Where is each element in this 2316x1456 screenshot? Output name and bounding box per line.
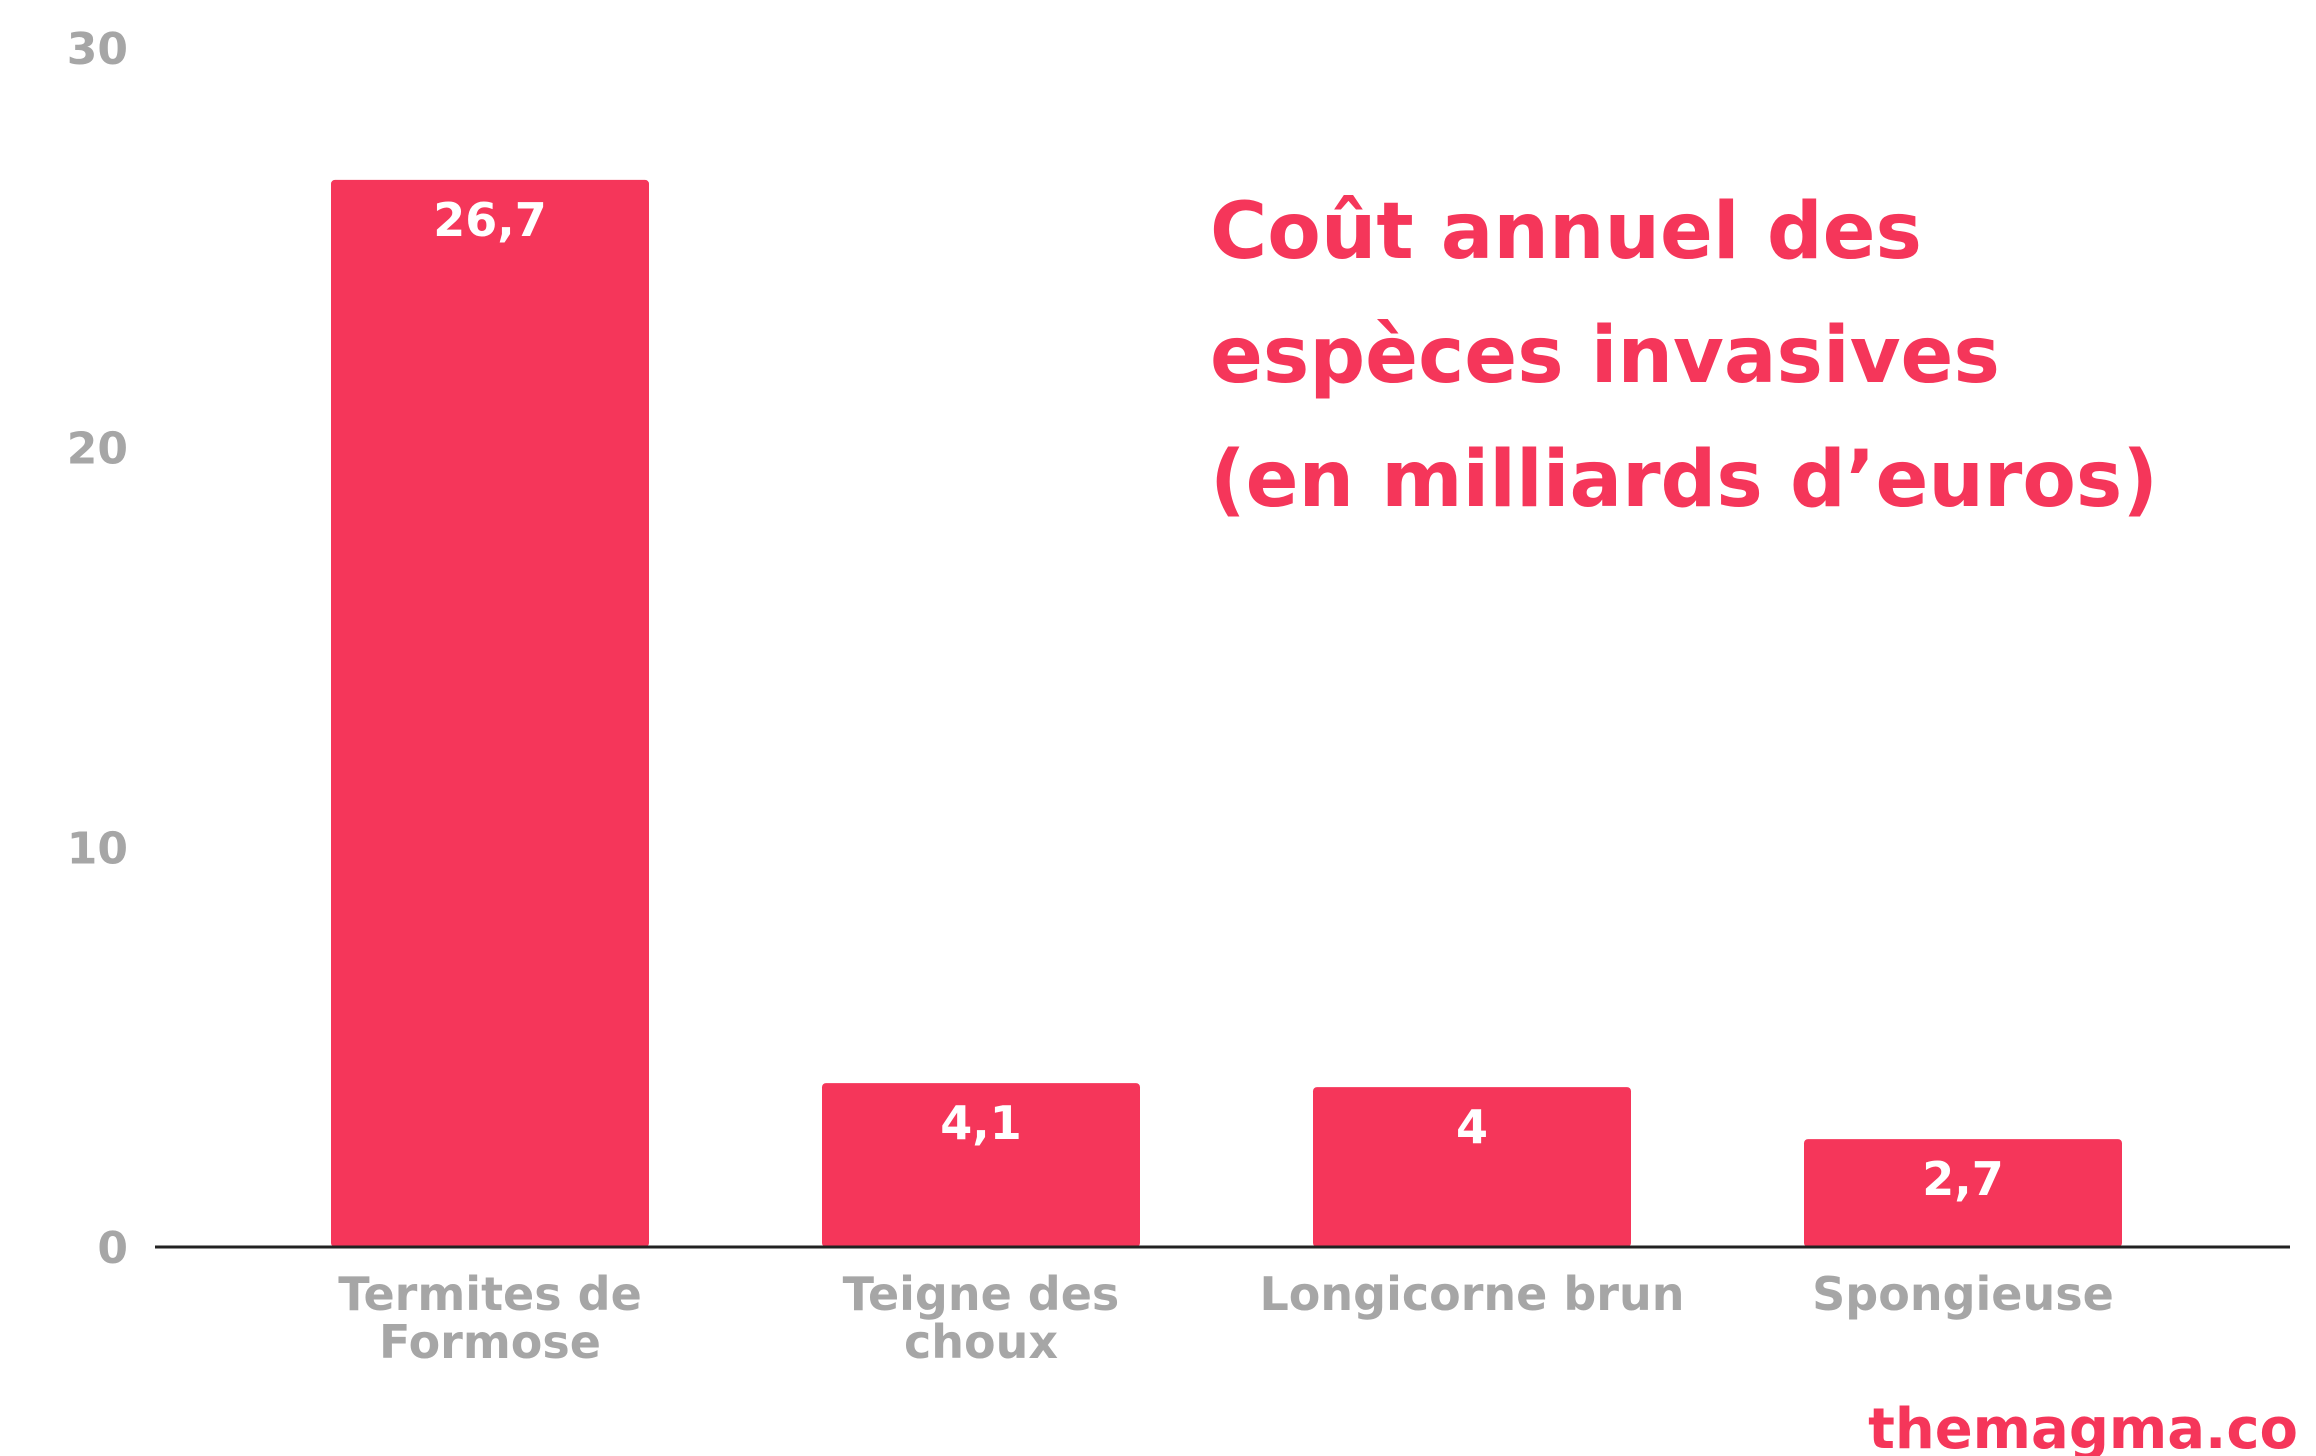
bar (822, 1083, 1140, 1247)
bar (1804, 1139, 2122, 1247)
bar-value-label: 2,7 (1922, 1152, 2004, 1206)
y-tick-label: 20 (67, 424, 128, 475)
bar-value-label: 26,7 (433, 193, 547, 247)
x-category-label: Longicorne brun (1260, 1267, 1685, 1321)
bar-value-label: 4,1 (940, 1096, 1022, 1150)
y-axis-ticks: 0 10 20 30 (67, 24, 128, 1274)
y-tick-label: 0 (97, 1223, 128, 1274)
bar-value-labels: 26,7 4,1 4 2,7 (433, 193, 2004, 1206)
y-tick-label: 30 (67, 24, 128, 75)
x-category-label: Spongieuse (1812, 1267, 2114, 1321)
bars (331, 179, 2122, 1247)
x-category-label: Termites de Formose (338, 1267, 642, 1369)
y-tick-label: 10 (67, 823, 128, 874)
bar-value-label: 4 (1456, 1100, 1488, 1154)
bar (1313, 1087, 1631, 1247)
x-category-label: Teigne des choux (843, 1267, 1120, 1369)
x-axis-labels: Termites de Formose Teigne des choux Longico… (338, 1267, 2114, 1369)
watermark-text: themagma.co (1868, 1397, 2298, 1456)
bar (331, 179, 649, 1247)
chart-title: Coût annuel des espèces invasives (en mill… (1210, 187, 2158, 525)
